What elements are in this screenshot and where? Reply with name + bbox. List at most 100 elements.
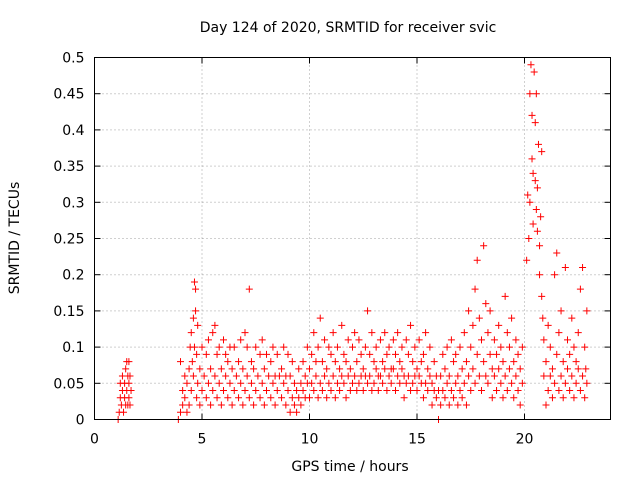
- data-point: [310, 387, 318, 395]
- data-point: [299, 387, 307, 395]
- data-point: [531, 177, 539, 185]
- data-point: [478, 336, 485, 344]
- data-point: [224, 358, 232, 366]
- data-point: [475, 314, 483, 322]
- data-point: [213, 350, 221, 358]
- data-point: [505, 365, 513, 373]
- data-point: [181, 394, 189, 402]
- data-point: [220, 387, 227, 395]
- data-point: [555, 387, 563, 395]
- data-points: [114, 61, 591, 423]
- y-tick-label: 0.4: [62, 123, 84, 139]
- data-point: [499, 394, 507, 402]
- data-point: [188, 358, 196, 366]
- data-point: [551, 379, 559, 387]
- data-point: [126, 401, 134, 409]
- data-point: [490, 372, 498, 380]
- data-point: [383, 387, 391, 395]
- data-point: [465, 372, 473, 380]
- data-point: [267, 358, 275, 366]
- tick-labels: 0 5 10 15 20 0 0.05 0.1 0.15 0.2 0.25 0.3 0.35 0.4 0.4…: [53, 51, 533, 448]
- data-point: [381, 329, 389, 337]
- data-point: [568, 372, 576, 380]
- data-point: [548, 394, 556, 402]
- data-point: [349, 343, 356, 351]
- data-point: [456, 387, 464, 395]
- data-point: [321, 336, 329, 344]
- data-point: [518, 343, 526, 351]
- grid-lines: [94, 57, 611, 420]
- data-point: [480, 358, 488, 366]
- data-point: [561, 379, 569, 387]
- data-point: [346, 365, 354, 373]
- data-point: [237, 336, 245, 344]
- data-point: [265, 372, 273, 380]
- data-point: [533, 227, 541, 235]
- y-tick-label: 0.3: [62, 195, 84, 211]
- data-point: [443, 343, 451, 351]
- data-point: [497, 343, 505, 351]
- data-point: [198, 343, 206, 351]
- data-point: [441, 394, 449, 402]
- data-point: [187, 329, 195, 337]
- data-point: [546, 343, 554, 351]
- data-point: [194, 321, 202, 329]
- data-point: [282, 401, 290, 409]
- data-point: [247, 358, 255, 366]
- data-point: [189, 314, 197, 322]
- data-point: [288, 394, 296, 402]
- data-point: [508, 379, 516, 387]
- data-point: [211, 321, 219, 329]
- data-point: [419, 394, 427, 402]
- data-point: [576, 285, 584, 293]
- data-point: [447, 336, 455, 344]
- data-point: [125, 358, 133, 366]
- data-point: [439, 350, 447, 358]
- data-point: [293, 387, 301, 395]
- data-point: [351, 372, 359, 380]
- data-point: [544, 321, 552, 329]
- x-tick-label: 10: [301, 432, 319, 448]
- data-point: [331, 394, 339, 402]
- data-point: [284, 387, 292, 395]
- data-point: [495, 365, 503, 373]
- data-point: [269, 379, 277, 387]
- data-point: [501, 372, 509, 380]
- data-point: [312, 372, 320, 380]
- data-point: [510, 358, 518, 366]
- data-point: [422, 329, 430, 337]
- data-point: [428, 401, 436, 409]
- data-point: [437, 401, 445, 409]
- data-point: [314, 394, 322, 402]
- data-point: [473, 256, 481, 264]
- data-point: [187, 387, 195, 395]
- data-point: [228, 401, 236, 409]
- data-point: [228, 365, 236, 373]
- data-point: [308, 379, 316, 387]
- data-point: [426, 343, 434, 351]
- data-point: [331, 358, 339, 366]
- data-point: [256, 394, 264, 402]
- data-point: [402, 379, 410, 387]
- data-point: [460, 329, 468, 337]
- data-point: [430, 358, 438, 366]
- data-point: [177, 358, 184, 366]
- data-point: [581, 394, 589, 402]
- data-point: [533, 184, 541, 192]
- axis-ticks: [94, 57, 611, 420]
- data-point: [528, 111, 536, 119]
- data-point: [572, 358, 580, 366]
- data-point: [359, 365, 367, 373]
- data-point: [327, 387, 335, 395]
- data-point: [480, 242, 488, 250]
- data-point: [368, 387, 376, 395]
- data-point: [190, 278, 198, 286]
- data-point: [235, 358, 243, 366]
- data-point: [329, 372, 337, 380]
- data-point: [553, 350, 561, 358]
- data-point: [581, 343, 589, 351]
- data-point: [120, 408, 128, 416]
- data-point: [260, 401, 268, 409]
- y-tick-label: 0: [76, 413, 85, 429]
- data-point: [310, 329, 318, 337]
